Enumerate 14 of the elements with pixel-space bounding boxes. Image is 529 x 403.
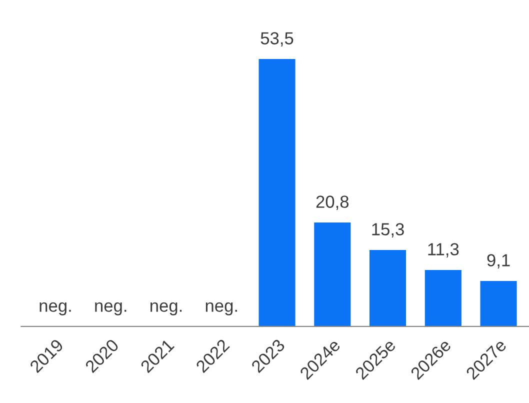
bar [258,58,296,326]
text: neg. [95,302,126,316]
data-label: 9,1 [487,254,510,268]
data-label: 20,8 [316,196,349,210]
bar [314,222,351,326]
bar [370,250,406,326]
data-label: 15,3 [372,223,404,238]
text: neg. [206,302,237,316]
data-label: 53,5 [260,32,294,46]
text: neg. [150,302,182,316]
bar [424,270,462,326]
data-label: 11,3 [428,243,459,258]
text: neg. [40,302,71,316]
bar [480,280,517,326]
